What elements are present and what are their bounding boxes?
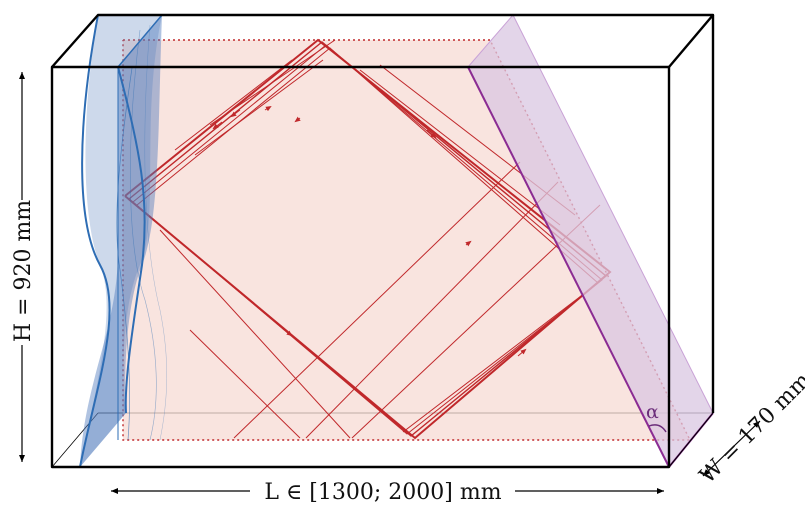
tank-top-face — [51, 13, 715, 68]
wavemaker-plate-front — [80, 15, 162, 467]
absorber-surfaces — [467, 14, 714, 468]
width-dimension — [702, 420, 761, 477]
ray-path-12 — [359, 69, 561, 226]
wavemaker-profile-6 — [144, 24, 167, 441]
ray-arrow-4 — [281, 327, 293, 337]
wavemaker-surfaces — [79, 14, 167, 468]
angle-label: α — [646, 401, 659, 423]
absorber-edge-top — [467, 14, 514, 68]
absorber-edge-back — [512, 14, 714, 414]
absorber-plate — [468, 15, 713, 467]
ray-path-8 — [159, 229, 351, 439]
wavemaker-top-diagonal — [117, 14, 163, 68]
ray-path-9 — [174, 59, 293, 151]
wavemaker-profile-5 — [130, 29, 157, 441]
wavemaker-plate-back — [80, 15, 162, 467]
ray-arrow-7 — [294, 116, 301, 123]
ray-arrow-3 — [426, 129, 437, 139]
length-label: L ∈ [1300; 2000] mm — [264, 480, 501, 505]
wavemaker-profile-4 — [116, 67, 133, 441]
height-label: H = 920 mm — [11, 200, 36, 342]
ray-path-6 — [305, 181, 559, 439]
ray-path-10 — [194, 59, 324, 156]
ray-arrow-1 — [212, 121, 223, 130]
ray-plane — [123, 40, 690, 440]
width-label: W = 170 mm — [695, 368, 805, 489]
wavemaker-profile-1 — [79, 14, 111, 468]
absorber-edge-front — [467, 66, 670, 468]
ray-arrow-5 — [517, 348, 527, 357]
wavemaker-profile-2 — [117, 66, 146, 414]
ray-path-14 — [189, 329, 301, 439]
tank-bottom-right-edge — [668, 412, 714, 468]
ray-direction-arrows — [212, 105, 527, 357]
tank-front-face — [50, 65, 671, 469]
ray-arrow-2 — [230, 109, 241, 118]
ray-path-5 — [233, 161, 521, 439]
ray-arrow-6 — [264, 105, 272, 112]
ray-arrow-8 — [465, 240, 472, 247]
angle-arc — [648, 424, 667, 433]
tank-frame — [50, 13, 715, 469]
ray-path-11 — [209, 39, 336, 126]
